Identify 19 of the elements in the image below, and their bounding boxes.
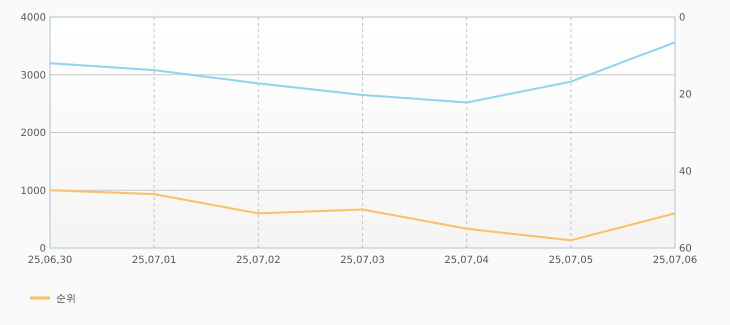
y-tick-label: 0 xyxy=(40,244,46,254)
x-tick-label: 25,07,02 xyxy=(236,255,281,266)
y-tick-label: 4000 xyxy=(20,12,46,24)
y2-tick-label: 40 xyxy=(679,166,692,178)
x-tick-label: 25,07,04 xyxy=(444,255,489,266)
x-tick-label: 25,07,03 xyxy=(340,255,385,266)
y-tick-label: 2000 xyxy=(20,128,46,139)
legend-label: 순위 xyxy=(56,294,76,304)
y-tick-label: 3000 xyxy=(20,70,46,82)
x-tick-label: 25,06,30 xyxy=(28,255,72,266)
x-tick-label: 25,07,06 xyxy=(652,255,698,266)
x-tick-label: 25,07,05 xyxy=(548,255,594,266)
y-tick-label: 1000 xyxy=(20,186,46,197)
y2-tick-label: 0 xyxy=(679,12,686,24)
line-series xyxy=(49,41,676,104)
line-series xyxy=(49,189,676,242)
y2-tick-label: 20 xyxy=(679,90,692,100)
y2-tick-label: 60 xyxy=(679,244,692,254)
x-tick-label: 25,07,01 xyxy=(132,255,176,266)
